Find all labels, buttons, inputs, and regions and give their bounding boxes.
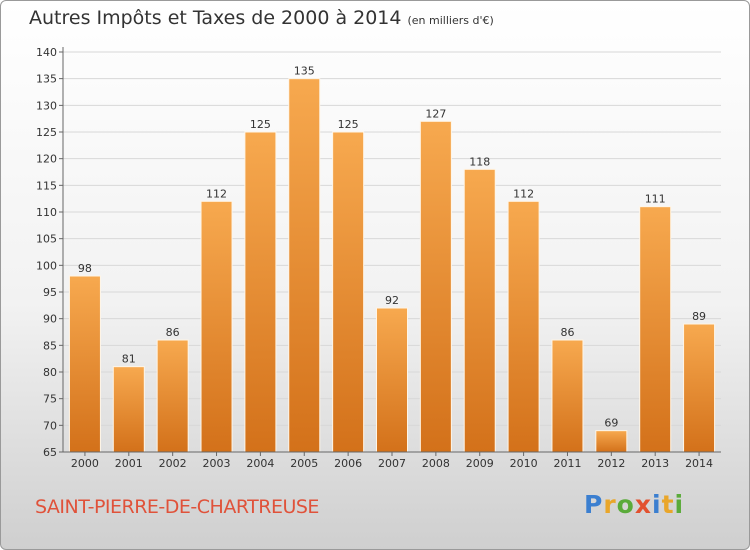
bars xyxy=(68,78,716,453)
bar xyxy=(595,430,628,453)
proxiti-logo: Proxiti xyxy=(584,490,684,519)
data-label: 89 xyxy=(692,310,706,323)
y-tick-label: 100 xyxy=(36,259,57,272)
y-tick-label: 120 xyxy=(36,153,57,166)
data-label: 127 xyxy=(425,107,446,120)
bar xyxy=(463,168,496,453)
y-tick-label: 85 xyxy=(43,339,57,352)
logo-letter: i xyxy=(652,490,662,519)
axes xyxy=(59,47,721,456)
grid-lines xyxy=(63,51,721,453)
data-label: 112 xyxy=(206,187,227,200)
data-label: 118 xyxy=(469,155,490,168)
logo-letter: r xyxy=(603,490,617,519)
bar xyxy=(551,339,584,453)
x-tick-label: 2007 xyxy=(378,457,406,470)
x-tick-label: 2010 xyxy=(510,457,538,470)
y-tick-label: 65 xyxy=(43,446,57,459)
x-tick-label: 2005 xyxy=(290,457,318,470)
y-tick-label: 105 xyxy=(36,233,57,246)
x-tick-label: 2013 xyxy=(641,457,669,470)
bar xyxy=(68,275,101,453)
x-tick-label: 2001 xyxy=(115,457,143,470)
data-label: 125 xyxy=(250,118,271,131)
logo-letter: t xyxy=(661,490,675,519)
logo-letter: o xyxy=(616,490,635,519)
x-tick-label: 2014 xyxy=(685,457,713,470)
logo-letter: P xyxy=(584,490,604,519)
x-tick-label: 2002 xyxy=(159,457,187,470)
y-tick-label: 95 xyxy=(43,286,57,299)
bar xyxy=(683,323,716,453)
bar xyxy=(419,120,452,453)
data-label: 86 xyxy=(560,326,574,339)
x-tick-label: 2011 xyxy=(553,457,581,470)
bar xyxy=(639,206,672,453)
data-label: 98 xyxy=(78,262,92,275)
x-tick-label: 2012 xyxy=(597,457,625,470)
bar xyxy=(156,339,189,453)
city-name: SAINT-PIERRE-DE-CHARTREUSE xyxy=(35,496,319,518)
y-tick-label: 140 xyxy=(36,46,57,59)
y-tick-label: 90 xyxy=(43,313,57,326)
x-tick-label: 2009 xyxy=(466,457,494,470)
data-label: 81 xyxy=(122,353,136,366)
x-tick-label: 2000 xyxy=(71,457,99,470)
y-tick-label: 110 xyxy=(36,206,57,219)
x-tick-label: 2004 xyxy=(246,457,274,470)
y-tick-label: 130 xyxy=(36,99,57,112)
data-label: 69 xyxy=(604,417,618,430)
bar xyxy=(507,200,540,453)
x-tick-label: 2003 xyxy=(203,457,231,470)
chart-title-text: Autres Impôts et Taxes de 2000 à 2014 xyxy=(29,7,402,29)
bar xyxy=(332,131,365,453)
y-tick-label: 70 xyxy=(43,419,57,432)
y-tick-label: 80 xyxy=(43,366,57,379)
y-tick-label: 75 xyxy=(43,393,57,406)
data-label: 112 xyxy=(513,187,534,200)
bar xyxy=(244,131,277,453)
data-label: 125 xyxy=(338,118,359,131)
bar xyxy=(376,307,408,453)
bar xyxy=(112,366,145,453)
chart-title: Autres Impôts et Taxes de 2000 à 2014 (en… xyxy=(29,7,494,29)
x-tick-label: 2008 xyxy=(422,457,450,470)
y-tick-label: 125 xyxy=(36,126,57,139)
logo-letter: i xyxy=(674,490,685,519)
data-label: 111 xyxy=(645,193,666,206)
bar xyxy=(288,78,321,453)
y-tick-label: 115 xyxy=(36,179,57,192)
labels: 65 70 75 80 85 90 95 100 105 110 115 120 125 130 135 14… xyxy=(36,46,713,470)
data-label: 86 xyxy=(166,326,180,339)
data-label: 135 xyxy=(294,65,315,78)
bar xyxy=(200,200,233,453)
data-label: 92 xyxy=(385,294,399,307)
x-tick-label: 2006 xyxy=(334,457,362,470)
logo-letter: x xyxy=(634,490,652,519)
chart-subtitle: (en milliers d'€) xyxy=(407,14,494,27)
y-tick-label: 135 xyxy=(36,73,57,86)
